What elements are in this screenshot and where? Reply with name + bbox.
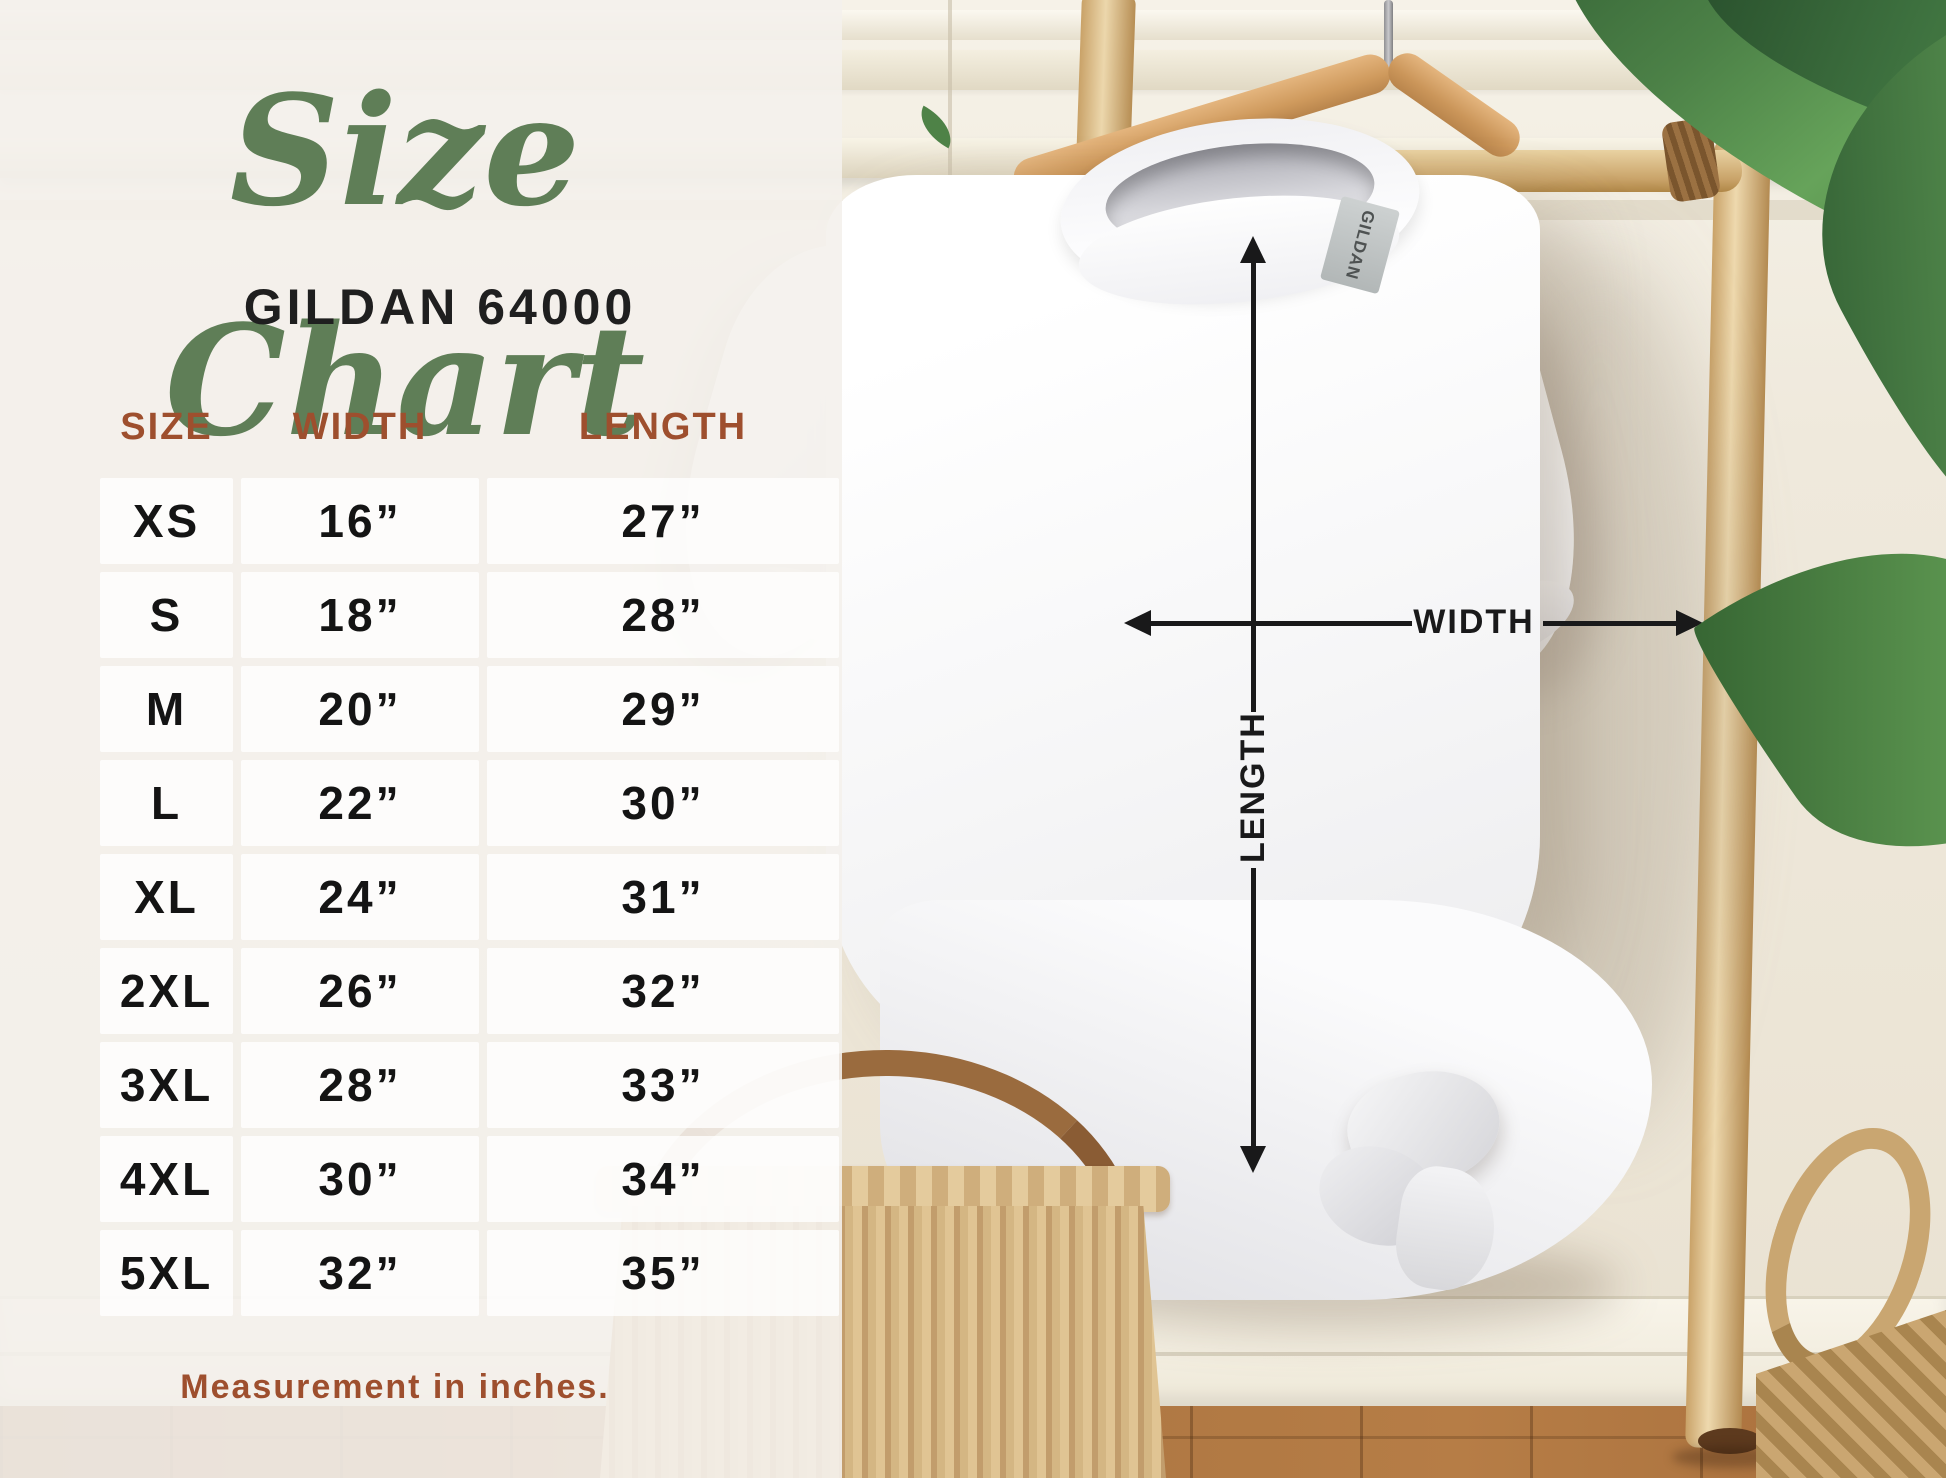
width-cell: 30” <box>241 1136 479 1222</box>
width-cell: 28” <box>241 1042 479 1128</box>
length-arrowhead-up-icon <box>1240 236 1266 263</box>
hanger-hook <box>1384 0 1393 80</box>
width-cell: 22” <box>241 760 479 846</box>
measurement-note: Measurement in inches. <box>180 1368 610 1406</box>
size-cell: M <box>100 666 233 752</box>
length-cell: 34” <box>487 1136 839 1222</box>
column-header-width: WIDTH <box>292 406 428 448</box>
table-row: XS 16” 27” <box>0 478 842 564</box>
column-header-length: LENGTH <box>578 406 748 448</box>
table-header-row: SIZE WIDTH LENGTH <box>0 404 842 450</box>
size-cell: XS <box>100 478 233 564</box>
table-row: M 20” 29” <box>0 666 842 752</box>
table-row: 5XL 32” 35” <box>0 1230 842 1316</box>
size-cell: 3XL <box>100 1042 233 1128</box>
size-cell: 4XL <box>100 1136 233 1222</box>
size-cell: XL <box>100 854 233 940</box>
length-arrow-line <box>1251 868 1256 1146</box>
width-cell: 32” <box>241 1230 479 1316</box>
length-cell: 30” <box>487 760 839 846</box>
length-arrow-label: LENGTH <box>1234 711 1272 863</box>
length-cell: 32” <box>487 948 839 1034</box>
length-arrow-line <box>1251 262 1256 712</box>
table-row: 3XL 28” 33” <box>0 1042 842 1128</box>
table-row: XL 24” 31” <box>0 854 842 940</box>
width-cell: 26” <box>241 948 479 1034</box>
page-title: Size Chart <box>164 61 646 470</box>
size-cell: 5XL <box>100 1230 233 1316</box>
table-row: 2XL 26” 32” <box>0 948 842 1034</box>
size-cell: 2XL <box>100 948 233 1034</box>
table-row: S 18” 28” <box>0 572 842 658</box>
length-cell: 29” <box>487 666 839 752</box>
table-row: 4XL 30” 34” <box>0 1136 842 1222</box>
length-cell: 33” <box>487 1042 839 1128</box>
table-row: L 22” 30” <box>0 760 842 846</box>
width-cell: 18” <box>241 572 479 658</box>
length-arrowhead-down-icon <box>1240 1146 1266 1173</box>
width-arrow-line <box>1150 621 1412 626</box>
width-cell: 20” <box>241 666 479 752</box>
shirt-neck-tag-label: GILDAN <box>1342 208 1379 282</box>
width-cell: 24” <box>241 854 479 940</box>
product-subtitle: GILDAN 64000 <box>243 279 637 335</box>
length-cell: 28” <box>487 572 839 658</box>
width-arrow-line <box>1543 621 1678 626</box>
width-arrow-label: WIDTH <box>1413 603 1535 641</box>
column-header-size: SIZE <box>120 406 213 448</box>
length-cell: 31” <box>487 854 839 940</box>
size-cell: S <box>100 572 233 658</box>
size-cell: L <box>100 760 233 846</box>
ladder-foot <box>1698 1428 1762 1454</box>
length-cell: 35” <box>487 1230 839 1316</box>
length-cell: 27” <box>487 478 839 564</box>
wall-panel-seam <box>948 0 952 218</box>
width-arrowhead-left-icon <box>1124 610 1151 636</box>
width-cell: 16” <box>241 478 479 564</box>
